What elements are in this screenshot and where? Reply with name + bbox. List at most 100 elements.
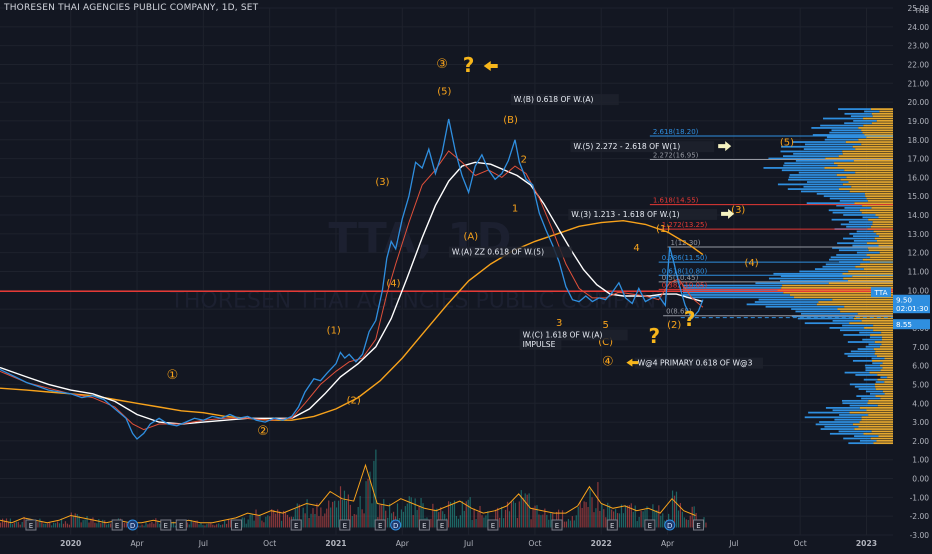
volume-bar — [548, 519, 550, 528]
volume-bar — [455, 515, 458, 528]
profile-bar-up — [839, 414, 869, 416]
volume-bar — [387, 517, 389, 528]
volume-bar — [139, 525, 141, 528]
profile-bar-down — [832, 298, 893, 301]
profile-bar-down — [783, 291, 893, 294]
annotation-bg — [448, 246, 573, 258]
profile-bar-down — [843, 277, 893, 280]
profile-bar-up — [820, 428, 855, 430]
volume-bar — [76, 514, 78, 528]
time-tick: 2020 — [60, 539, 81, 548]
volume-bar — [280, 520, 283, 528]
volume-bar — [3, 520, 6, 528]
volume-bar — [510, 501, 513, 528]
volume-bar — [681, 511, 683, 528]
profile-bar-down — [871, 430, 893, 433]
profile-bar-up — [861, 397, 881, 400]
price-tick: 0.00 — [912, 475, 929, 484]
profile-bar-up — [844, 371, 870, 374]
volume-bar — [542, 514, 544, 528]
volume-bar — [345, 500, 348, 528]
earnings-marker-label: E — [29, 522, 33, 530]
volume-bar — [284, 512, 287, 528]
profile-bar-down — [878, 435, 893, 437]
volume-bar — [540, 515, 542, 528]
volume-bar — [64, 521, 67, 528]
earnings-marker-label: E — [234, 522, 238, 530]
volume-bar — [363, 513, 365, 528]
profile-bar-up — [804, 143, 862, 146]
profile-bar-down — [877, 378, 893, 381]
time-tick: 2023 — [856, 539, 877, 548]
profile-bar-up — [798, 171, 856, 174]
volume-bar — [453, 500, 456, 528]
time-tick: Oct — [263, 539, 276, 548]
volume-bar — [320, 507, 322, 528]
series-price — [0, 118, 704, 440]
price-tick: 24.00 — [908, 23, 930, 32]
price-tick: 6.00 — [912, 362, 929, 371]
volume-bar — [563, 521, 566, 528]
volume-bar — [306, 499, 308, 528]
profile-bar-up — [768, 157, 826, 160]
profile-bar-down — [854, 428, 893, 430]
wave-label: (2) — [667, 320, 681, 331]
profile-bar-down — [858, 127, 893, 129]
profile-bar-down — [862, 204, 893, 207]
volume-bar — [569, 520, 571, 528]
profile-bar-up — [853, 119, 877, 122]
price-tick: -1.00 — [910, 493, 930, 502]
profile-bar-up — [858, 388, 876, 390]
earnings-marker — [692, 519, 704, 531]
profile-bar-down — [837, 308, 893, 310]
annotation-bg — [570, 141, 715, 153]
volume-bar — [335, 507, 338, 528]
fib-label: 0.618(10.80) — [662, 267, 708, 275]
volume-bar — [644, 510, 646, 528]
profile-bar-down — [874, 237, 893, 240]
profile-bar-up — [765, 305, 845, 308]
profile-bar-down — [868, 399, 893, 402]
earnings-marker — [606, 519, 618, 531]
price-tick: -3.00 — [910, 531, 930, 540]
profile-bar-down — [864, 192, 893, 195]
volume-bar — [282, 510, 285, 528]
volume-bar — [518, 501, 520, 528]
profile-bar-up — [865, 345, 880, 348]
price-tick: 12.00 — [908, 249, 930, 258]
profile-bar-up — [831, 218, 869, 221]
volume-bar — [347, 494, 349, 528]
volume-bar — [212, 524, 214, 528]
fib-label: 2.272(16.95) — [653, 152, 699, 160]
profile-bar-down — [878, 235, 893, 238]
price-tick: 2.00 — [912, 437, 929, 446]
time-axis: 2020 Apr Jul Oct 2021 Apr Jul Oct 2022 Apr Jul Oct 2… — [60, 539, 877, 548]
wave-label: (B) — [503, 115, 518, 126]
profile-bar-up — [859, 331, 882, 334]
volume-bar — [514, 502, 516, 528]
volume-bar — [302, 507, 304, 528]
profile-bar-up — [797, 317, 854, 320]
profile-bar-down — [875, 350, 893, 353]
profile-bar-down — [833, 162, 893, 165]
profile-bar-down — [884, 357, 893, 360]
profile-bar-down — [842, 272, 893, 275]
volume-bar — [432, 503, 434, 528]
profile-bar-up — [880, 376, 888, 379]
volume-bar — [457, 518, 459, 528]
volume-bar — [11, 524, 13, 528]
volume-bar — [579, 501, 581, 528]
profile-bar-down — [849, 190, 893, 193]
time-tick: Apr — [130, 539, 144, 548]
volume-bar — [229, 519, 232, 528]
profile-bar-up — [864, 364, 881, 367]
volume-bar — [198, 524, 200, 528]
volume-bar — [442, 511, 444, 528]
profile-bar-up — [829, 258, 863, 261]
profile-bar-up — [783, 155, 839, 158]
volume-bar — [544, 508, 546, 528]
profile-bar-down — [882, 367, 893, 369]
volume-bar — [436, 508, 438, 528]
annotation-bg — [510, 94, 619, 106]
